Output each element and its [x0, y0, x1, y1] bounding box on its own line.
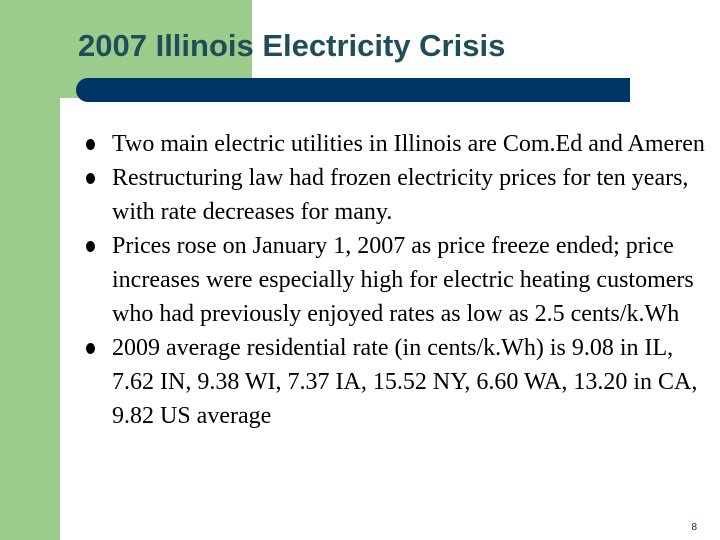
title-underline-bar	[76, 78, 630, 102]
slide-title: 2007 Illinois Electricity Crisis	[78, 28, 506, 63]
bullet-list: Two main electric utilities in Illinois …	[80, 127, 715, 433]
page-number: 8	[691, 522, 697, 533]
bullet-text: 2009 average residential rate (in cents/…	[112, 335, 698, 429]
bullet-dot-icon	[86, 343, 95, 354]
green-side-strip	[0, 98, 60, 540]
bullet-item: Prices rose on January 1, 2007 as price …	[80, 229, 715, 331]
bullet-text: Two main electric utilities in Illinois …	[112, 131, 705, 157]
bullet-dot-icon	[86, 173, 95, 184]
bullet-dot-icon	[86, 139, 95, 150]
bullet-text: Restructuring law had frozen electricity…	[112, 165, 689, 225]
bullet-item: Two main electric utilities in Illinois …	[80, 127, 715, 161]
bullet-item: 2009 average residential rate (in cents/…	[80, 331, 715, 433]
bullet-dot-icon	[86, 241, 95, 252]
bullet-text: Prices rose on January 1, 2007 as price …	[112, 233, 694, 327]
bullet-item: Restructuring law had frozen electricity…	[80, 161, 715, 229]
